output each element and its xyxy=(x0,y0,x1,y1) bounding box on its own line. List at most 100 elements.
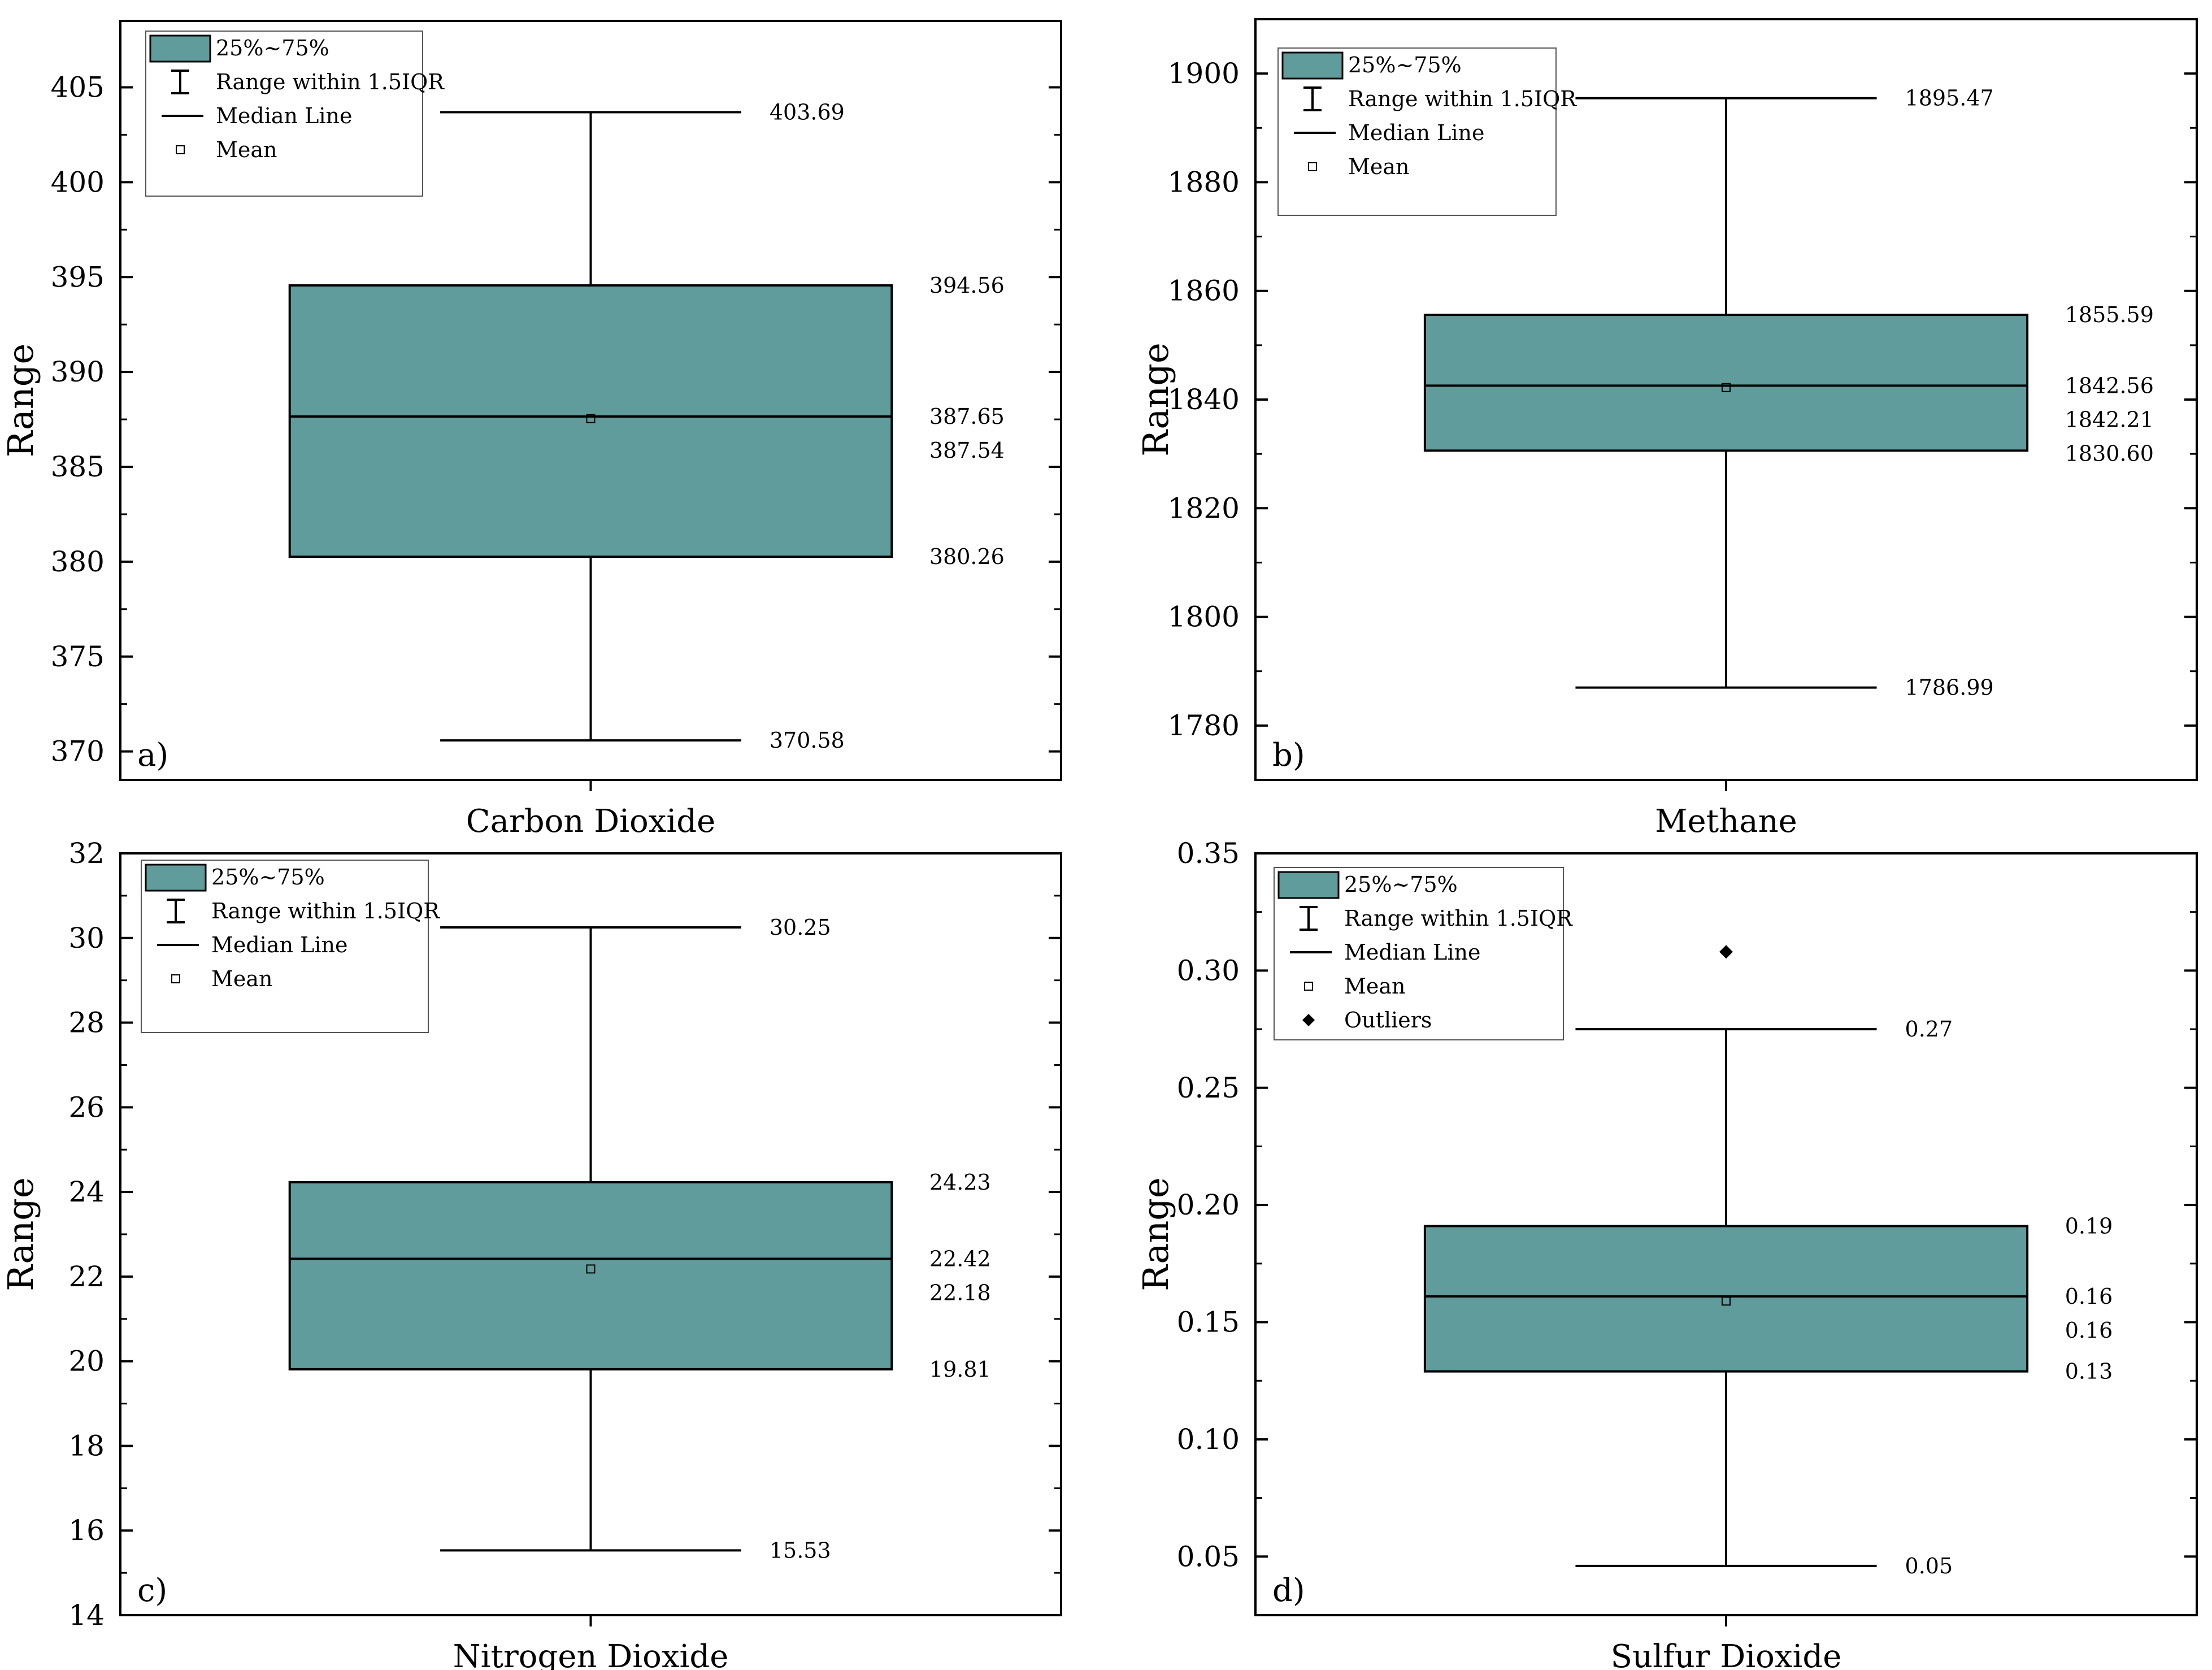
mean-marker xyxy=(1722,383,1731,392)
legend-label: Median Line xyxy=(1344,940,1480,965)
iqr-box xyxy=(288,1181,893,1370)
y-tick-label: 0.35 xyxy=(1177,837,1240,870)
y-axis-label: Range xyxy=(0,1177,41,1291)
legend: 25%~75% Range within 1.5IQR Median Line Mea… xyxy=(1277,47,1577,216)
legend-label: Range within 1.5IQR xyxy=(211,899,440,923)
legend-label: Mean xyxy=(1348,154,1410,179)
y-tick-label: 24 xyxy=(68,1175,105,1208)
legend-label: Median Line xyxy=(1348,120,1484,145)
panel-letter: a) xyxy=(137,737,168,774)
y-tick-label: 375 xyxy=(51,640,105,673)
legend-label: Mean xyxy=(216,137,277,162)
box-value-label: 24.23 xyxy=(929,1170,991,1195)
legend-swatch-box xyxy=(145,864,207,892)
y-tick-label: 385 xyxy=(51,450,105,483)
x-axis-label: Nitrogen Dioxide xyxy=(453,1638,729,1670)
y-tick-label: 0.30 xyxy=(1177,954,1240,987)
box-value-label: 1842.21 xyxy=(2065,407,2154,432)
panel-letter: c) xyxy=(137,1572,167,1609)
legend-swatch-mean xyxy=(1308,162,1317,171)
panel-3: 14 16 18 20 22 24 26 28 30 32 Nitrogen Dioxide Rang… xyxy=(0,837,1062,1670)
whisker-value-label: 1895.47 xyxy=(1905,86,1994,111)
mean-marker xyxy=(586,414,596,423)
box-value-label: 0.16 xyxy=(2065,1318,2113,1343)
y-tick-label: 1900 xyxy=(1168,57,1240,90)
legend-swatch-box xyxy=(1277,871,1340,899)
whisker-value-label: 1786.99 xyxy=(1905,675,1994,700)
legend-label: 25%~75% xyxy=(216,36,329,60)
y-tick-label: 0.05 xyxy=(1177,1540,1240,1573)
y-tick-label: 1820 xyxy=(1168,492,1240,524)
whisker-value-label: 0.27 xyxy=(1905,1017,1953,1042)
y-tick-label: 20 xyxy=(68,1345,105,1378)
y-tick-label: 1840 xyxy=(1168,383,1240,416)
whisker-value-label: 0.05 xyxy=(1905,1554,1953,1578)
iqr-box xyxy=(288,284,893,558)
box-value-label: 1855.59 xyxy=(2065,302,2154,327)
panel-2: 1780 1800 1820 1840 1860 1880 1900 Methane Range… xyxy=(1135,18,2198,840)
y-axis-label: Range xyxy=(1135,342,1176,456)
y-tick-label: 0.25 xyxy=(1177,1072,1240,1104)
y-tick-label: 22 xyxy=(68,1260,105,1293)
legend-swatch-mean xyxy=(176,145,185,154)
whisker-value-label: 403.69 xyxy=(770,99,845,124)
y-tick-label: 1860 xyxy=(1168,275,1240,307)
box-value-label: 387.54 xyxy=(929,438,1005,463)
legend-label: Range within 1.5IQR xyxy=(1348,86,1577,111)
panel-1: 370 375 380 385 390 395 400 405 Carbon Dioxide Ra… xyxy=(0,20,1062,840)
panel-letter: d) xyxy=(1272,1572,1305,1609)
x-axis-label: Methane xyxy=(1655,803,1797,840)
box-value-label: 22.18 xyxy=(929,1280,991,1305)
y-tick-label: 1800 xyxy=(1168,601,1240,634)
whisker-value-label: 15.53 xyxy=(770,1538,831,1563)
panel-4: 0.05 0.10 0.15 0.20 0.25 0.30 0.35 Sulfur Dioxi… xyxy=(1135,837,2198,1670)
legend-swatch-outlier xyxy=(1302,1014,1315,1026)
whisker-value-label: 30.25 xyxy=(770,915,831,940)
y-tick-label: 380 xyxy=(51,545,105,578)
legend-label: 25%~75% xyxy=(1344,872,1458,897)
x-axis-label: Sulfur Dioxide xyxy=(1611,1638,1842,1670)
y-tick-label: 0.20 xyxy=(1177,1188,1240,1221)
y-tick-label: 0.10 xyxy=(1177,1423,1240,1456)
legend-label: Outliers xyxy=(1344,1008,1432,1033)
box-value-label: 0.13 xyxy=(2065,1359,2113,1384)
legend-label: Median Line xyxy=(216,103,352,128)
legend-swatch-box xyxy=(1281,51,1344,80)
legend-swatch-mean xyxy=(1304,982,1313,991)
legend: 25%~75% Range within 1.5IQR Median Line Mea… xyxy=(1274,867,1573,1040)
y-tick-label: 14 xyxy=(68,1599,105,1632)
y-axis-label: Range xyxy=(1135,1177,1176,1291)
y-tick-label: 16 xyxy=(68,1514,105,1547)
y-axis-label: Range xyxy=(0,344,41,457)
y-tick-label: 28 xyxy=(68,1007,105,1039)
box-value-label: 380.26 xyxy=(929,544,1005,569)
legend-label: 25%~75% xyxy=(1348,53,1462,77)
legend-swatch-mean xyxy=(171,974,180,983)
outlier-point xyxy=(1719,945,1733,959)
iqr-box xyxy=(1423,1225,2029,1373)
box-value-label: 19.81 xyxy=(929,1357,991,1382)
box-value-label: 0.19 xyxy=(2065,1213,2113,1238)
box-value-label: 22.42 xyxy=(929,1246,991,1271)
legend-swatch-box xyxy=(149,34,211,63)
legend-label: Range within 1.5IQR xyxy=(1344,906,1573,931)
panel-letter: b) xyxy=(1272,737,1305,774)
whisker-value-label: 370.58 xyxy=(770,728,845,753)
y-tick-label: 370 xyxy=(51,735,105,768)
y-tick-label: 26 xyxy=(68,1091,105,1124)
legend: 25%~75% Range within 1.5IQR Median Line Mea… xyxy=(141,860,440,1033)
y-tick-label: 395 xyxy=(51,261,105,293)
iqr-box xyxy=(1423,314,2029,452)
legend-label: Mean xyxy=(211,966,273,991)
box-value-label: 0.16 xyxy=(2065,1284,2113,1309)
legend: 25%~75% Range within 1.5IQR Median Line Mea… xyxy=(145,31,445,197)
y-tick-label: 390 xyxy=(51,355,105,388)
legend-label: 25%~75% xyxy=(211,865,325,890)
legend-label: Range within 1.5IQR xyxy=(216,70,445,94)
mean-marker xyxy=(1722,1296,1731,1306)
y-tick-label: 405 xyxy=(51,71,105,104)
y-tick-label: 32 xyxy=(68,837,105,870)
box-value-label: 387.65 xyxy=(929,404,1005,429)
legend-label: Median Line xyxy=(211,932,347,957)
